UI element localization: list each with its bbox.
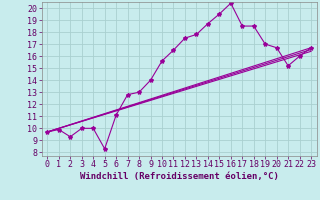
X-axis label: Windchill (Refroidissement éolien,°C): Windchill (Refroidissement éolien,°C) xyxy=(80,172,279,181)
